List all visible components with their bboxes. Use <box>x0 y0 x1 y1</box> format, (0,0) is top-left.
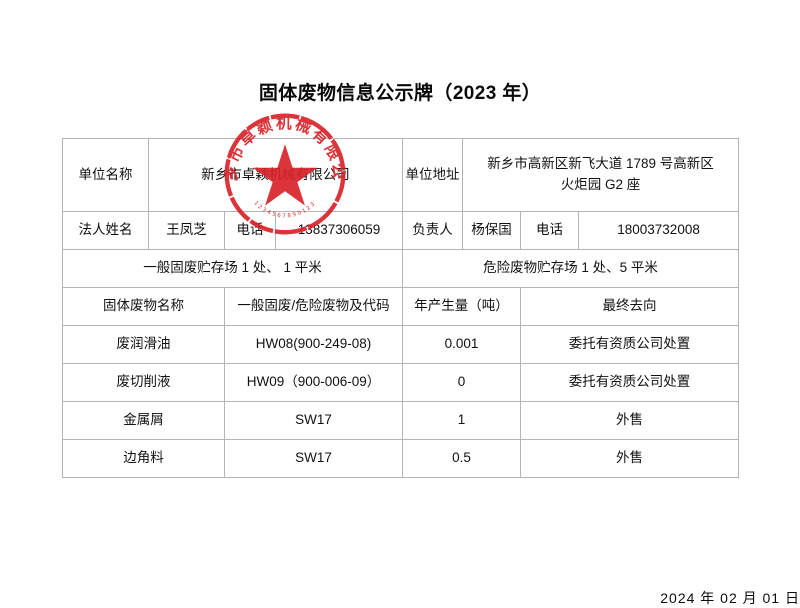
waste-code: SW17 <box>223 439 404 478</box>
waste-disclosure-table: 单位名称 新乡市卓颖机械有限公司 单位地址 新乡市高新区新飞大道 1789 号高… <box>61 138 740 478</box>
table-row-waste-header: 固体废物名称 一般固废/危险废物及代码 年产生量（吨） 最终去向 <box>62 287 740 326</box>
legal-person-value: 王凤芝 <box>148 211 225 250</box>
waste-amount: 0.001 <box>402 325 522 364</box>
unit-address-line-2: 火炬园 G2 座 <box>560 177 641 192</box>
waste-name: 废润滑油 <box>62 325 225 364</box>
table-row: 废切削液 HW09（900-006-09） 0 委托有资质公司处置 <box>62 363 740 402</box>
unit-name-value: 新乡市卓颖机械有限公司 <box>147 138 404 212</box>
waste-code: SW17 <box>223 401 404 440</box>
page-title: 固体废物信息公示牌（2023 年） <box>258 83 542 104</box>
table-row: 边角料 SW17 0.5 外售 <box>62 439 740 478</box>
waste-name: 边角料 <box>62 439 225 478</box>
table-row: 金属屑 SW17 1 外售 <box>62 401 740 440</box>
waste-destination: 委托有资质公司处置 <box>520 363 740 402</box>
waste-code: HW09（900-006-09） <box>223 363 404 402</box>
general-waste-storage: 一般固废贮存场 1 处、 1 平米 <box>61 249 404 288</box>
waste-amount: 0.5 <box>402 439 522 478</box>
table-row-storage: 一般固废贮存场 1 处、 1 平米 危险废物贮存场 1 处、5 平米 <box>61 249 740 288</box>
hazardous-waste-storage: 危险废物贮存场 1 处、5 平米 <box>402 249 740 288</box>
waste-name: 金属屑 <box>62 401 225 440</box>
col-header-waste-code: 一般固废/危险废物及代码 <box>223 287 404 326</box>
table-row-person: 法人姓名 王凤芝 电话 13837306059 负责人 杨保国 电话 18003… <box>62 211 740 250</box>
waste-destination: 委托有资质公司处置 <box>520 325 740 364</box>
unit-address-label: 单位地址 <box>402 138 464 212</box>
legal-person-label: 法人姓名 <box>62 211 149 250</box>
unit-name-label: 单位名称 <box>62 138 149 212</box>
waste-destination: 外售 <box>520 439 740 478</box>
col-header-destination: 最终去向 <box>520 287 740 326</box>
legal-phone-value: 13837306059 <box>274 211 404 250</box>
waste-code: HW08(900-249-08) <box>223 325 404 364</box>
issue-date: 2024 年 02 月 01 日 <box>660 590 800 606</box>
waste-amount: 0 <box>402 363 522 402</box>
table-row-unit: 单位名称 新乡市卓颖机械有限公司 单位地址 新乡市高新区新飞大道 1789 号高… <box>62 138 740 212</box>
manager-value: 杨保国 <box>462 211 522 250</box>
col-header-annual-amount: 年产生量（吨） <box>402 287 522 326</box>
waste-destination: 外售 <box>520 401 740 440</box>
waste-name: 废切削液 <box>62 363 225 402</box>
document-page: 固体废物信息公示牌（2023 年） 单位名称 新乡市卓颖机械有限公司 单位地址 … <box>61 83 799 606</box>
waste-disclosure-table-wrap: 单位名称 新乡市卓颖机械有限公司 单位地址 新乡市高新区新飞大道 1789 号高… <box>61 138 799 606</box>
table-row: 废润滑油 HW08(900-249-08) 0.001 委托有资质公司处置 <box>62 325 740 364</box>
manager-phone-label: 电话 <box>520 211 580 250</box>
waste-amount: 1 <box>402 401 522 440</box>
manager-phone-value: 18003732008 <box>578 211 740 250</box>
unit-address-line-1: 新乡市高新区新飞大道 1789 号高新区 <box>487 156 714 172</box>
col-header-waste-name: 固体废物名称 <box>62 287 225 326</box>
manager-label: 负责人 <box>402 211 464 250</box>
legal-phone-label: 电话 <box>224 211 276 250</box>
unit-address-value: 新乡市高新区新飞大道 1789 号高新区 火炬园 G2 座 <box>462 138 740 212</box>
